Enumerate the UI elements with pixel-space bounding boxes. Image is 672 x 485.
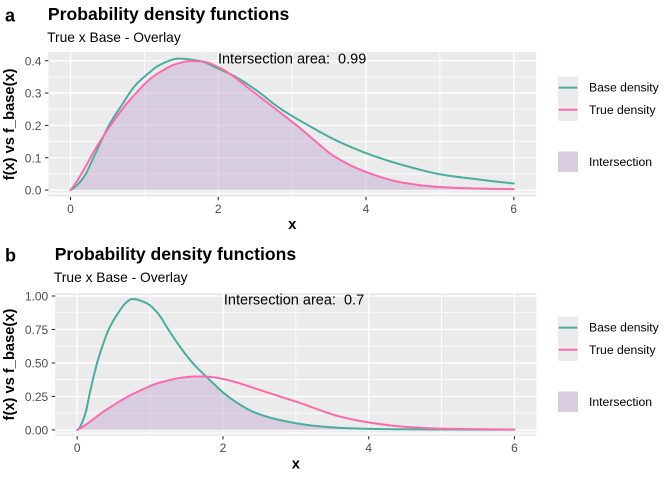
svg-text:0.4: 0.4 bbox=[25, 54, 42, 68]
svg-text:0.00: 0.00 bbox=[25, 424, 49, 438]
svg-text:Intersection area: 0.99: Intersection area: 0.99 bbox=[218, 52, 366, 68]
svg-text:0.1: 0.1 bbox=[25, 151, 42, 165]
svg-text:4: 4 bbox=[365, 441, 372, 455]
svg-text:6: 6 bbox=[510, 202, 517, 216]
svg-text:0.50: 0.50 bbox=[25, 357, 49, 371]
svg-text:Intersection: Intersection bbox=[589, 155, 652, 169]
svg-text:6: 6 bbox=[511, 441, 518, 455]
svg-text:Intersection: Intersection bbox=[589, 395, 652, 409]
svg-text:0.2: 0.2 bbox=[25, 119, 42, 133]
svg-text:0.3: 0.3 bbox=[25, 87, 42, 101]
svg-text:f(x) vs f_base(x): f(x) vs f_base(x) bbox=[2, 309, 18, 421]
svg-text:True x Base - Overlay: True x Base - Overlay bbox=[47, 30, 181, 45]
svg-text:2: 2 bbox=[220, 441, 227, 455]
svg-text:Base density: Base density bbox=[589, 321, 660, 335]
svg-text:Base density: Base density bbox=[589, 81, 660, 95]
svg-text:0: 0 bbox=[74, 441, 81, 455]
svg-text:2: 2 bbox=[215, 202, 222, 216]
svg-text:0: 0 bbox=[67, 202, 74, 216]
svg-text:0.75: 0.75 bbox=[25, 323, 49, 337]
svg-text:Probability density functions: Probability density functions bbox=[55, 244, 297, 264]
svg-text:Probability density functions: Probability density functions bbox=[48, 4, 290, 24]
svg-text:0.25: 0.25 bbox=[25, 390, 49, 404]
svg-text:f(x) vs f_base(x): f(x) vs f_base(x) bbox=[2, 68, 18, 180]
svg-text:x: x bbox=[292, 456, 301, 472]
svg-text:True density: True density bbox=[589, 343, 657, 357]
svg-text:b: b bbox=[5, 245, 16, 265]
svg-text:4: 4 bbox=[363, 202, 370, 216]
svg-text:x: x bbox=[288, 217, 297, 233]
svg-text:True x Base - Overlay: True x Base - Overlay bbox=[54, 270, 188, 285]
svg-text:a: a bbox=[5, 5, 16, 25]
svg-text:Intersection area: 0.7: Intersection area: 0.7 bbox=[224, 292, 364, 308]
svg-text:True density: True density bbox=[589, 103, 657, 117]
svg-text:0.0: 0.0 bbox=[25, 184, 42, 198]
svg-text:1.00: 1.00 bbox=[25, 290, 49, 304]
